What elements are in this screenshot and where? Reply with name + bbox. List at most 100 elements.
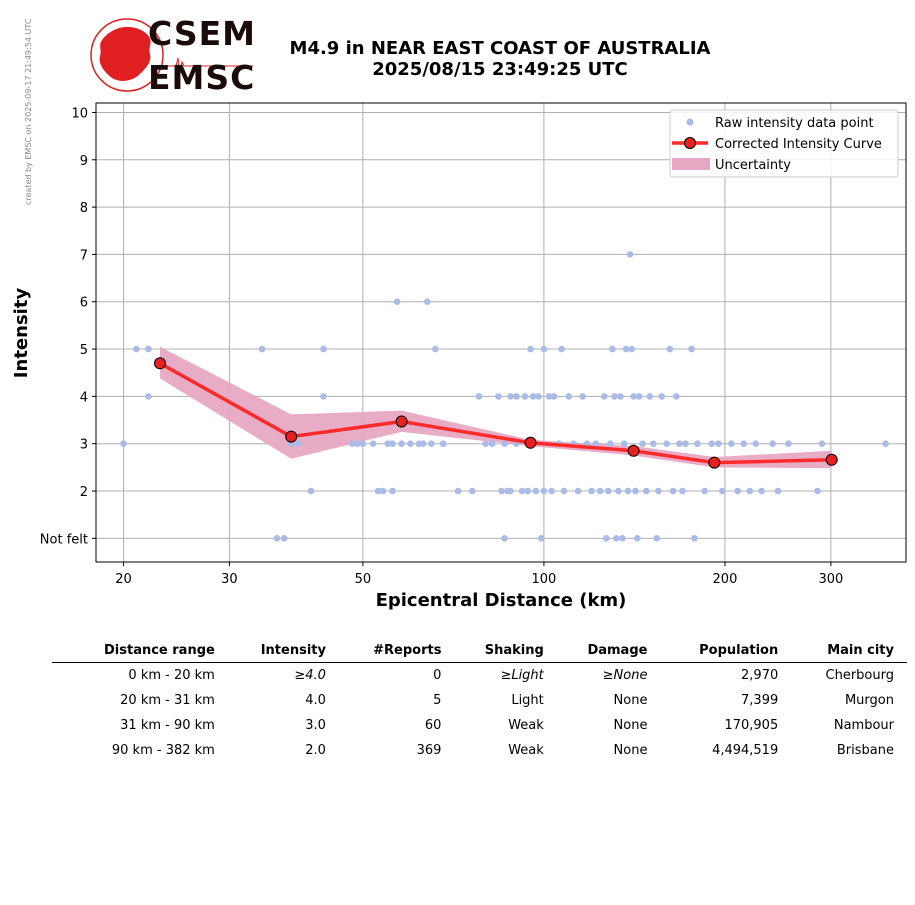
raw-data-point bbox=[646, 393, 654, 400]
raw-data-point bbox=[527, 345, 534, 353]
table-cell: 0 km - 20 km bbox=[128, 668, 215, 683]
table-cell: None bbox=[613, 718, 648, 733]
legend-raw-marker bbox=[686, 118, 694, 126]
raw-data-point bbox=[676, 440, 683, 448]
x-tick-label: 20 bbox=[115, 572, 132, 587]
raw-data-point bbox=[769, 440, 776, 448]
raw-data-point bbox=[620, 440, 628, 448]
raw-data-point bbox=[632, 487, 639, 495]
table-cell: Cherbourg bbox=[825, 668, 894, 683]
raw-data-point bbox=[574, 487, 582, 495]
raw-data-point bbox=[273, 535, 281, 542]
raw-data-point bbox=[615, 487, 622, 495]
curve-marker bbox=[708, 456, 721, 469]
raw-data-point bbox=[691, 535, 698, 542]
raw-data-point bbox=[619, 535, 626, 542]
raw-data-point bbox=[734, 487, 741, 495]
raw-data-point bbox=[785, 440, 792, 448]
raw-data-point bbox=[650, 440, 657, 448]
table-cell: 31 km - 90 km bbox=[120, 718, 215, 733]
raw-data-point bbox=[701, 487, 708, 495]
raw-data-point bbox=[601, 393, 608, 400]
raw-data-point bbox=[320, 393, 327, 400]
raw-data-point bbox=[643, 487, 650, 495]
raw-data-point bbox=[498, 487, 505, 495]
raw-data-point bbox=[501, 535, 508, 542]
raw-data-point bbox=[588, 487, 595, 495]
raw-data-point bbox=[655, 487, 662, 495]
plot-frame bbox=[95, 102, 907, 563]
x-tick-label: 300 bbox=[818, 572, 843, 587]
raw-data-point bbox=[389, 487, 396, 495]
column-header: #Reports bbox=[338, 640, 455, 663]
raw-data-point bbox=[133, 345, 140, 353]
table-cell: 90 km - 382 km bbox=[111, 743, 215, 758]
uncertainty-band bbox=[160, 346, 832, 469]
table-cell: ≥Light bbox=[500, 668, 544, 683]
raw-data-point bbox=[258, 345, 266, 353]
raw-data-point bbox=[419, 440, 427, 448]
column-header: Distance range bbox=[52, 640, 228, 663]
column-header: Damage bbox=[556, 640, 661, 663]
raw-data-point bbox=[694, 440, 701, 448]
raw-data-point bbox=[280, 535, 288, 542]
y-tick-label: 6 bbox=[80, 296, 88, 311]
raw-data-point bbox=[535, 393, 542, 400]
legend-raw-label: Raw intensity data point bbox=[715, 116, 874, 131]
legend: Raw intensity data point Corrected Inten… bbox=[669, 109, 899, 178]
raw-data-point bbox=[488, 440, 496, 448]
raw-data-point bbox=[617, 393, 624, 400]
raw-data-point bbox=[507, 393, 514, 400]
y-tick-label: 9 bbox=[80, 154, 88, 169]
y-tick-label: 8 bbox=[80, 201, 88, 216]
raw-data-point bbox=[384, 440, 392, 448]
table-cell: 4.0 bbox=[305, 693, 326, 708]
raw-data-point bbox=[634, 535, 641, 542]
raw-data-point bbox=[626, 251, 634, 258]
raw-data-point bbox=[746, 487, 754, 495]
raw-data-point bbox=[513, 393, 520, 400]
raw-data-point bbox=[379, 487, 387, 495]
title-datetime: 2025/08/15 23:49:25 UTC bbox=[372, 59, 628, 80]
raw-data-point bbox=[521, 393, 529, 400]
uncertainty-area bbox=[160, 346, 832, 469]
table-cell: Weak bbox=[508, 718, 544, 733]
table-cell: 4,494,519 bbox=[712, 743, 779, 758]
raw-data-point bbox=[814, 487, 821, 495]
raw-data-point bbox=[540, 345, 548, 353]
chart-title: M4.9 in NEAR EAST COAST OF AUSTRALIA 202… bbox=[255, 38, 745, 80]
column-header: Shaking bbox=[454, 640, 557, 663]
x-tick-label: 200 bbox=[713, 572, 738, 587]
raw-data-point bbox=[320, 345, 327, 353]
table-cell: None bbox=[613, 743, 648, 758]
raw-data-point bbox=[482, 440, 489, 448]
table-row: 20 km - 31 km 4.0 5 Light None 7,399 Murgon bbox=[52, 688, 907, 713]
table-cell: 5 bbox=[433, 693, 442, 708]
y-tick-label: Not felt bbox=[40, 532, 88, 547]
table-cell: Murgon bbox=[844, 693, 894, 708]
table-cell: 0 bbox=[433, 668, 442, 683]
raw-data-point bbox=[558, 345, 565, 353]
table-cell: 170,905 bbox=[724, 718, 779, 733]
table-cell: 2,970 bbox=[741, 668, 779, 683]
y-tick-label: 10 bbox=[71, 106, 88, 121]
raw-data-point bbox=[398, 440, 405, 448]
table-cell: 369 bbox=[416, 743, 442, 758]
raw-data-point bbox=[550, 393, 558, 400]
raw-data-point bbox=[639, 440, 646, 448]
raw-data-point bbox=[774, 487, 782, 495]
raw-data-point bbox=[607, 440, 614, 448]
logo-text-csem: CSEM bbox=[148, 14, 256, 53]
table-cell: 7,399 bbox=[741, 693, 779, 708]
raw-data-point bbox=[294, 440, 302, 448]
raw-data-point bbox=[882, 440, 889, 448]
table-cell: Light bbox=[511, 693, 544, 708]
table-cell: ≥None bbox=[602, 668, 648, 683]
table-header-row: Distance range Intensity #Reports Shaking Da… bbox=[52, 640, 907, 663]
table-row: 0 km - 20 km ≥4.0 0 ≥Light ≥None 2,970 Cherbou… bbox=[52, 663, 907, 689]
raw-data-point bbox=[596, 487, 604, 495]
raw-data-point bbox=[605, 487, 612, 495]
raw-data-point bbox=[524, 487, 531, 495]
raw-data-point bbox=[348, 440, 356, 448]
raw-data-point bbox=[669, 487, 677, 495]
